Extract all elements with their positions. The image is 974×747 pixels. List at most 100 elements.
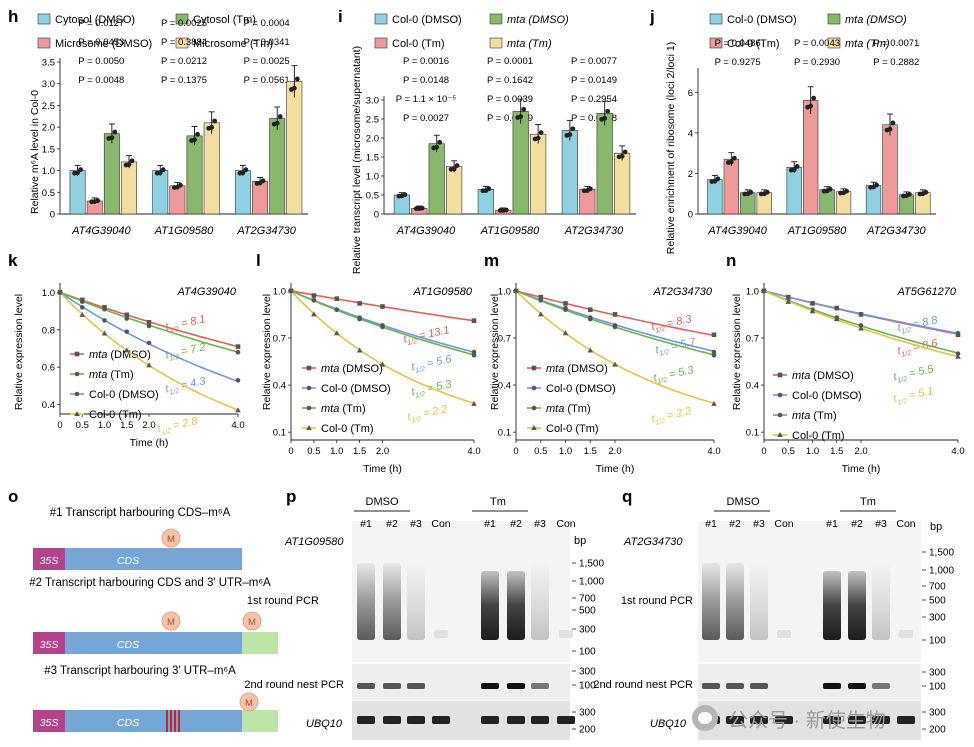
data-point xyxy=(612,324,618,330)
legend-marker xyxy=(777,392,783,398)
legend-treatment: (Tm) xyxy=(107,369,133,381)
data-point xyxy=(78,167,83,173)
legend-genotype: mta xyxy=(792,370,810,382)
x-category-label: AT4G39040 xyxy=(71,225,131,237)
y-tick-label: 2.5 xyxy=(42,101,55,112)
panel-letter-k: k xyxy=(8,251,18,270)
p-value-label: P = 0.2882 xyxy=(873,57,919,68)
construct-1-title: #1 Transcript harbouring CDS–m⁶A xyxy=(50,507,231,519)
data-point xyxy=(79,299,85,305)
bp-marker-label: 300 xyxy=(579,708,596,719)
ubq10-band xyxy=(897,716,915,724)
legend-marker xyxy=(74,371,80,377)
half-life-value: = 8.8 xyxy=(909,314,940,332)
legend-genotype: mta xyxy=(321,403,339,415)
legend-marker xyxy=(306,405,312,411)
lane-label: #2 xyxy=(510,518,522,530)
data-point xyxy=(955,353,961,359)
data-point xyxy=(235,407,241,413)
ylabel-i: Relative transcript level (microsome/sup… xyxy=(351,46,363,274)
bar xyxy=(252,181,269,215)
half-life-label: t1/2 = 5.6 xyxy=(410,353,454,375)
panel-letter-h: h xyxy=(8,7,18,26)
half-life-value: = 5.7 xyxy=(667,336,698,354)
legend-genotype: Col-0 xyxy=(792,390,818,402)
lane-label: #2 xyxy=(851,518,863,530)
data-point xyxy=(124,316,130,321)
ylabel-n: Relative expression level xyxy=(731,294,743,410)
nest-pcr-band xyxy=(407,683,425,689)
x-tick-label: 0 xyxy=(761,446,766,457)
data-point xyxy=(923,189,929,195)
legend-genotype: Col-0 xyxy=(89,389,115,401)
panel-j: j Col-0 (DMSO) mta (DMSO) Col-0 (Tm) mta… xyxy=(649,7,936,254)
legend-marker xyxy=(531,385,537,391)
legend-genotype: Col-0 xyxy=(89,409,115,421)
nest-pcr-band xyxy=(848,683,866,689)
x-tick-label: 1.0 xyxy=(559,446,572,457)
label-35s: 35S xyxy=(40,555,59,567)
y-tick-label: 0.5 xyxy=(42,188,55,199)
pcr-smear xyxy=(481,571,499,640)
data-point xyxy=(235,378,241,383)
data-point xyxy=(294,76,300,82)
m6a-mark xyxy=(161,528,181,548)
legend-label: mta (Tm) xyxy=(89,369,134,381)
x-tick-label: 4.0 xyxy=(951,446,964,457)
half-life-subscript: 1/2 xyxy=(897,376,908,385)
x-tick-label: 0 xyxy=(288,446,293,457)
promoter-35s xyxy=(33,548,65,570)
y-tick-label: 0.1 xyxy=(498,428,511,439)
y-tick-label: 1.0 xyxy=(746,286,759,297)
watermark-text: 公众号 · 新使生物 xyxy=(728,709,886,732)
data-point xyxy=(402,192,408,198)
legend-genotype: Col-0 xyxy=(321,423,347,435)
data-point xyxy=(195,131,200,137)
legend-label: Col-0 (Tm) xyxy=(546,423,599,435)
legend-label: Col-0 (Tm) xyxy=(792,430,845,442)
bar xyxy=(803,100,819,215)
bp-unit-q: bp xyxy=(930,521,942,533)
y-tick-label: 0.6 xyxy=(42,363,55,374)
row2-label-p: 2nd round nest PCR xyxy=(244,679,344,691)
ylabel-j: Relative enrichment of ribosome (loci 2/… xyxy=(665,42,677,254)
panel-o: o #1 Transcript harbouring CDS–m⁶A 35S C… xyxy=(8,487,278,732)
nest-pcr-band xyxy=(507,683,525,689)
legend-treatment: (DMSO) xyxy=(572,383,615,395)
data-point xyxy=(146,362,152,368)
gel-image-pcr2 xyxy=(352,664,570,700)
half-life-value: = 5.5 xyxy=(905,363,936,381)
data-point xyxy=(109,135,115,141)
legend-marker xyxy=(531,425,537,430)
legend-j-0: Col-0 (DMSO) xyxy=(727,14,797,26)
legend-treatment: (Tm) xyxy=(347,423,373,435)
data-point xyxy=(809,308,816,314)
data-point xyxy=(486,186,492,192)
bp-marker-label: 300 xyxy=(579,667,596,678)
data-point xyxy=(535,135,541,141)
x-tick-label: 1.0 xyxy=(330,446,343,457)
half-life-symbol: t xyxy=(164,321,170,334)
half-life-symbol: t xyxy=(402,333,408,346)
y-tick-label: 0 xyxy=(374,210,379,221)
pcr-smear xyxy=(848,571,866,640)
data-point xyxy=(538,297,544,303)
bp-unit-p: bp xyxy=(574,535,586,547)
legend-genotype: Col-0 xyxy=(546,383,572,395)
half-life-value: = 5.1 xyxy=(905,385,935,403)
data-point xyxy=(419,205,425,211)
bp-marker-label: 500 xyxy=(579,606,596,617)
half-life-value: = 5.6 xyxy=(423,353,454,371)
bp-marker-label: 300 xyxy=(579,625,596,636)
legend-genotype: mta xyxy=(546,363,564,375)
data-point xyxy=(834,305,840,311)
half-life-value: = 8.3 xyxy=(663,313,694,331)
data-point xyxy=(57,289,63,295)
bar xyxy=(512,111,529,215)
data-point xyxy=(761,287,767,293)
ubq10-band xyxy=(481,716,499,724)
p-value-label: P = 0.1642 xyxy=(487,75,533,86)
data-point xyxy=(810,301,815,306)
label-35s: 35S xyxy=(40,717,59,729)
x-tick-label: 2.0 xyxy=(608,446,621,457)
